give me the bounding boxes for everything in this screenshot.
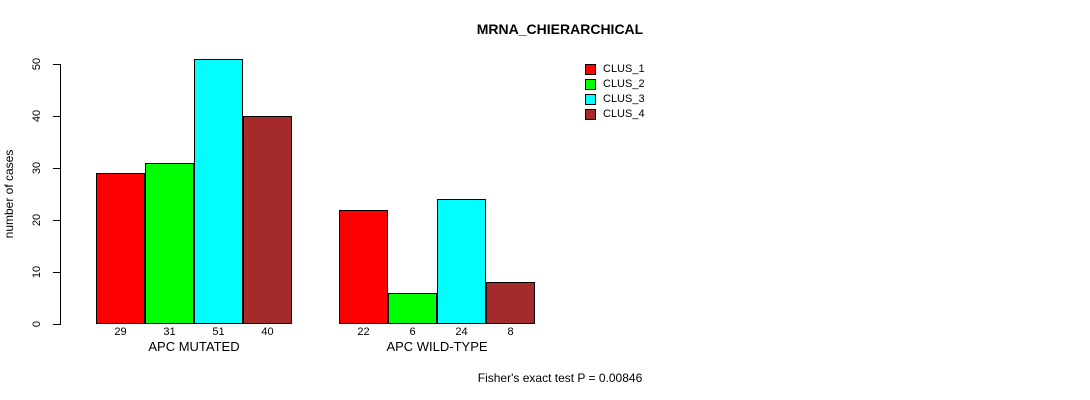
bar-clus_1-apc-wild-type [339,209,388,324]
bar-clus_4-apc-wild-type [486,282,535,324]
y-axis-tick-label: 50 [31,57,43,71]
legend: CLUS_1 CLUS_2 CLUS_3 CLUS_4 [585,63,645,123]
legend-label: CLUS_4 [603,108,645,120]
bar-clus_3-apc-wild-type [437,199,486,324]
legend-label: CLUS_2 [603,78,645,90]
legend-item-clus_3: CLUS_3 [585,93,645,105]
legend-label: CLUS_3 [603,93,645,105]
bar-value-label: 31 [163,326,176,338]
category-label: APC MUTATED [148,339,240,354]
bar-value-label: 29 [114,326,127,338]
bar-value-label: 22 [357,326,370,338]
y-axis-tick [53,168,60,169]
y-axis-tick [53,116,60,117]
y-axis-tick-label: 10 [31,265,43,279]
y-axis-tick-label: 40 [31,109,43,123]
y-axis-tick-label: 0 [31,320,43,328]
bar-clus_1-apc-mutated [96,173,145,324]
category-label: APC WILD-TYPE [386,339,488,354]
bar-value-label: 40 [261,326,274,338]
bar-value-label: 51 [212,326,225,338]
y-axis-tick [53,272,60,273]
y-axis-tick-label: 30 [31,161,43,175]
legend-item-clus_4: CLUS_4 [585,108,645,120]
y-axis-tick [53,220,60,221]
legend-color-swatch [585,108,596,120]
bar-value-label: 24 [455,326,468,338]
bar-value-label: 8 [507,326,514,338]
chart-title: MRNA_CHIERARCHICAL [476,21,644,37]
bar-clus_3-apc-mutated [194,58,243,324]
bar-value-label: 6 [409,326,416,338]
legend-color-swatch [585,63,596,75]
legend-color-swatch [585,78,596,90]
legend-item-clus_2: CLUS_2 [585,78,645,90]
y-axis-tick [53,324,60,325]
bar-clus_4-apc-mutated [243,116,292,324]
y-axis-tick [53,64,60,65]
y-axis-label: number of cases [2,149,16,239]
legend-label: CLUS_1 [603,63,645,75]
legend-color-swatch [585,93,596,105]
bar-clus_2-apc-wild-type [388,292,437,324]
y-axis-tick-label: 20 [31,213,43,227]
y-axis-line [60,64,61,325]
stat-annotation: Fisher's exact test P = 0.00846 [477,371,643,385]
bar-clus_2-apc-mutated [145,162,194,324]
legend-item-clus_1: CLUS_1 [585,63,645,75]
